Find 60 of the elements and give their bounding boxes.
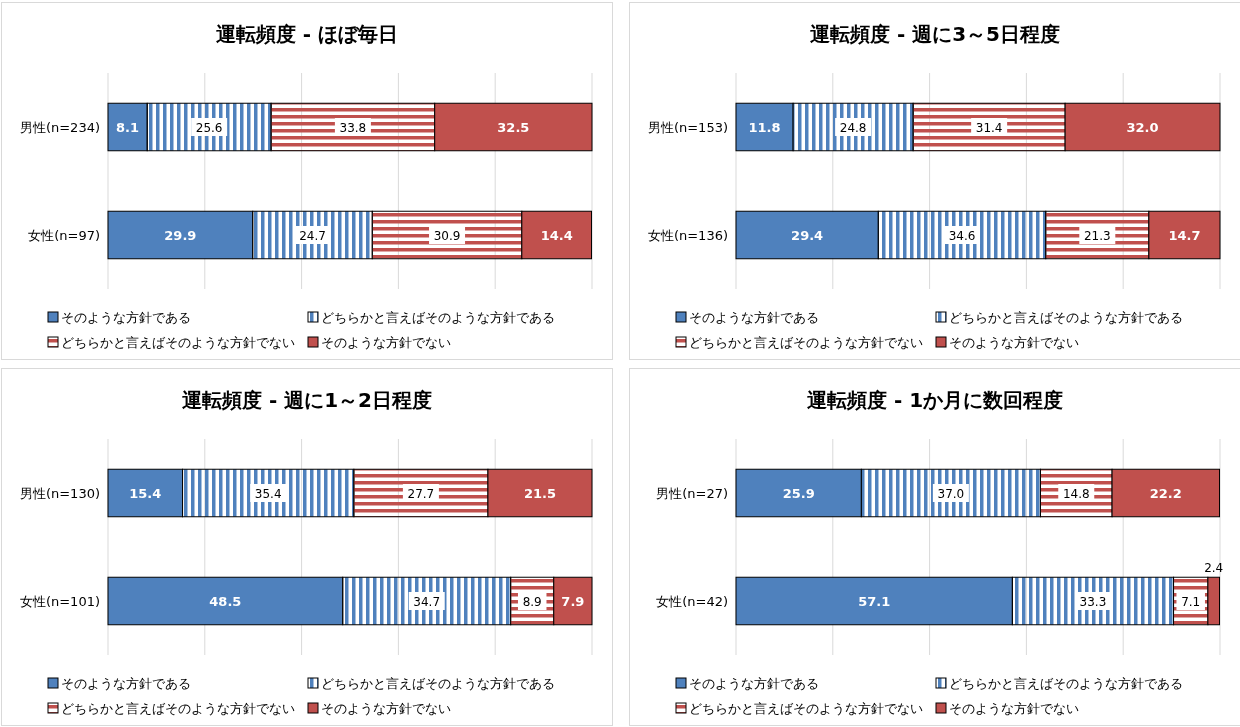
data-label: 30.9 [433,229,461,243]
data-label: 34.7 [413,595,441,609]
data-label: 15.4 [129,486,162,501]
data-label: 24.8 [839,121,867,135]
data-label: 31.4 [975,121,1003,135]
data-label: 27.7 [407,487,435,501]
y-tick-label: 女性(n=101) [19,594,100,609]
data-label: 33.3 [1079,595,1107,609]
legend-label: そのような方針である [61,310,191,325]
data-label: 29.4 [791,228,824,243]
legend-label: どちらかと言えばそのような方針でない [689,701,923,716]
legend-label: そのような方針である [61,676,191,691]
legend-label: どちらかと言えばそのような方針である [949,310,1183,325]
legend-label: そのような方針でない [321,701,451,716]
legend-label: そのような方針である [689,310,819,325]
legend-label: どちらかと言えばそのような方針でない [61,335,295,350]
y-tick-label: 女性(n=136) [647,228,728,243]
data-label: 21.3 [1083,229,1111,243]
y-tick-label: 男性(n=130) [19,486,100,501]
data-label: 11.8 [748,120,781,135]
data-label: 8.1 [116,120,140,135]
data-label: 32.5 [497,120,530,135]
data-label: 37.0 [937,487,965,501]
data-label: 8.9 [522,595,542,609]
legend-label: そのような方針でない [321,335,451,350]
data-label: 35.4 [254,487,282,501]
y-tick-label: 女性(n=97) [28,228,100,243]
y-tick-label: 男性(n=27) [656,486,728,501]
legend-label: そのような方針である [689,676,819,691]
data-label: 2.4 [1204,561,1224,576]
data-label: 33.8 [339,121,367,135]
data-label: 7.1 [1181,595,1201,609]
data-label: 14.7 [1168,228,1201,243]
legend-label: そのような方針でない [949,335,1079,350]
legend-label: そのような方針でない [949,701,1079,716]
chart-title: 運転頻度 - 1か月に数回程度 [805,388,1064,412]
data-label: 24.7 [299,229,326,243]
legend-label: どちらかと言えばそのような方針でない [61,701,295,716]
data-label: 57.1 [858,594,891,609]
data-label: 29.9 [164,228,197,243]
data-label: 22.2 [1149,486,1182,501]
data-label: 14.8 [1062,487,1090,501]
data-label: 14.4 [540,228,573,243]
data-label: 48.5 [209,594,242,609]
chart-title: 運転頻度 - 週に1～2日程度 [180,388,433,412]
data-label: 7.9 [561,594,585,609]
data-label: 34.6 [948,229,976,243]
data-label: 21.5 [523,486,557,501]
legend-label: どちらかと言えばそのような方針である [949,676,1183,691]
chart-title: 運転頻度 - ほぼ毎日 [214,22,399,46]
y-tick-label: 女性(n=42) [656,594,728,609]
legend-label: どちらかと言えばそのような方針である [321,310,555,325]
data-label: 32.0 [1126,120,1159,135]
y-tick-label: 男性(n=153) [647,120,728,135]
legend-label: どちらかと言えばそのような方針である [321,676,555,691]
data-label: 25.6 [195,121,223,135]
legend-label: どちらかと言えばそのような方針でない [689,335,923,350]
chart-title: 運転頻度 - 週に3～5日程度 [808,22,1061,46]
y-tick-label: 男性(n=234) [19,120,100,135]
data-label: 25.9 [782,486,815,501]
